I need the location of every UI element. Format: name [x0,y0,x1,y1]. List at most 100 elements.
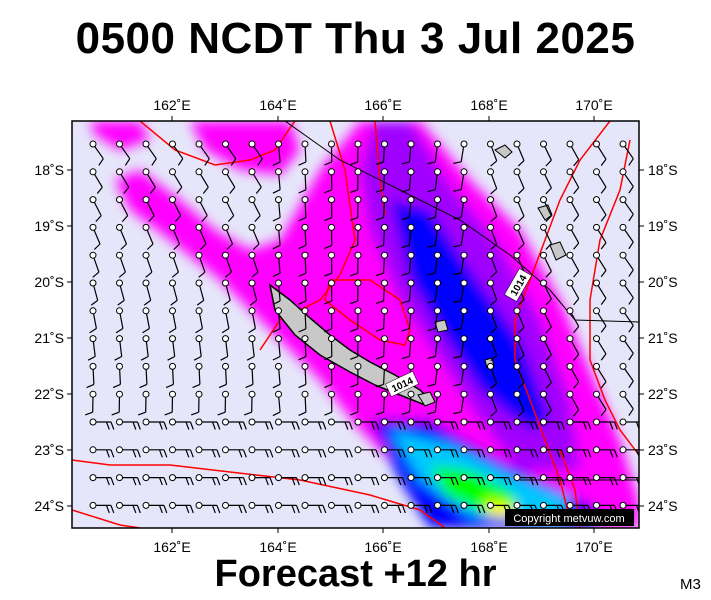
wind-barb [619,418,639,430]
wind-barb [593,335,607,361]
wind-barb [401,335,415,360]
wind-barb [139,362,150,389]
wind-barb [195,168,209,194]
wind-barb [218,362,229,389]
lat-label-left: 23˚S [34,442,64,458]
wind-barb [89,168,103,194]
wind-barb [248,446,274,458]
wind-barb [381,418,406,430]
wind-barb [324,196,335,222]
wind-barb [375,168,388,193]
wind-barb [460,446,486,458]
wind-barb [89,223,101,250]
wind-barb [401,307,415,332]
wind-barb [222,251,232,278]
wind-barb [169,474,194,486]
wind-barb [453,168,468,192]
wind-barb [221,307,230,334]
wind-barb [487,474,512,486]
wind-barb [167,335,176,361]
wind-barb [222,501,247,514]
wind-barb [566,418,592,430]
wind-barb [375,196,388,221]
wind-barb [513,168,525,195]
wind-barb [142,251,153,278]
wind-barb [248,418,274,430]
wind-barb [427,307,441,332]
wind-barb [401,196,415,221]
wind-barb [272,307,282,333]
wind-barb [453,223,468,248]
wind-barb [407,418,433,430]
wind-barb [453,335,468,359]
wind-barb [566,335,580,361]
wind-barb [248,307,256,334]
wind-barb [434,418,459,430]
lon-label-top: 168˚E [470,97,507,113]
wind-barb [460,418,486,430]
wind-barb [427,362,441,387]
lat-label-left: 22˚S [34,386,64,402]
wind-barb [349,307,362,333]
model-code: M3 [680,576,701,593]
wind-barb [111,390,123,416]
wind-barb [453,140,468,164]
wind-barb [513,307,525,334]
wind-barb [168,307,177,334]
lat-label-right: 24˚S [648,498,678,514]
lat-label-left: 24˚S [34,498,64,514]
wind-barb [407,446,433,458]
wind-barb [272,251,282,278]
lon-label-top: 162˚E [153,97,190,113]
wind-barb [324,168,335,194]
wind-barb [217,390,229,416]
wind-barb [195,140,210,166]
wind-barb [142,446,168,458]
wind-barb [301,418,327,430]
wind-barb [248,474,274,486]
wind-barb [272,168,282,194]
wind-barb [324,140,335,166]
wind-barb [354,446,380,458]
wind-barb [453,362,468,387]
islands [268,144,567,407]
wind-barb [298,140,309,166]
wind-barb [116,196,129,223]
lon-label-bottom: 166˚E [364,539,401,555]
lon-label-top: 164˚E [259,97,296,113]
wind-barb [324,390,335,416]
wind-barb [328,474,353,486]
wind-barb [272,390,282,417]
wind-barb [349,196,362,221]
wind-barb [540,168,552,195]
wind-barb [116,223,128,250]
wind-barb [513,196,525,223]
wind-barb [513,223,525,250]
wind-barb [89,418,115,430]
wind-barb [275,474,300,486]
axis-ticks [67,116,644,533]
wind-barb [89,140,104,166]
wind-barb [142,418,168,430]
wind-barb [566,279,580,306]
wind-barb [593,446,618,458]
wind-barb [619,168,634,194]
wind-barb [487,140,498,167]
wind-barb [354,418,380,430]
wind-barb [89,307,97,334]
wind-barb [513,418,539,430]
wind-barb [169,251,179,278]
wind-barb [272,140,282,166]
wind-barb [116,140,131,166]
wind-barb [593,279,607,305]
wind-barb [427,168,441,193]
wind-barb [301,446,327,458]
wind-barb [593,362,607,389]
wind-barb [324,307,335,333]
wind-barb [487,251,498,278]
wind-barb [487,418,512,430]
wind-barb [89,251,100,278]
wind-barb [427,279,441,304]
wind-barb [593,390,607,417]
